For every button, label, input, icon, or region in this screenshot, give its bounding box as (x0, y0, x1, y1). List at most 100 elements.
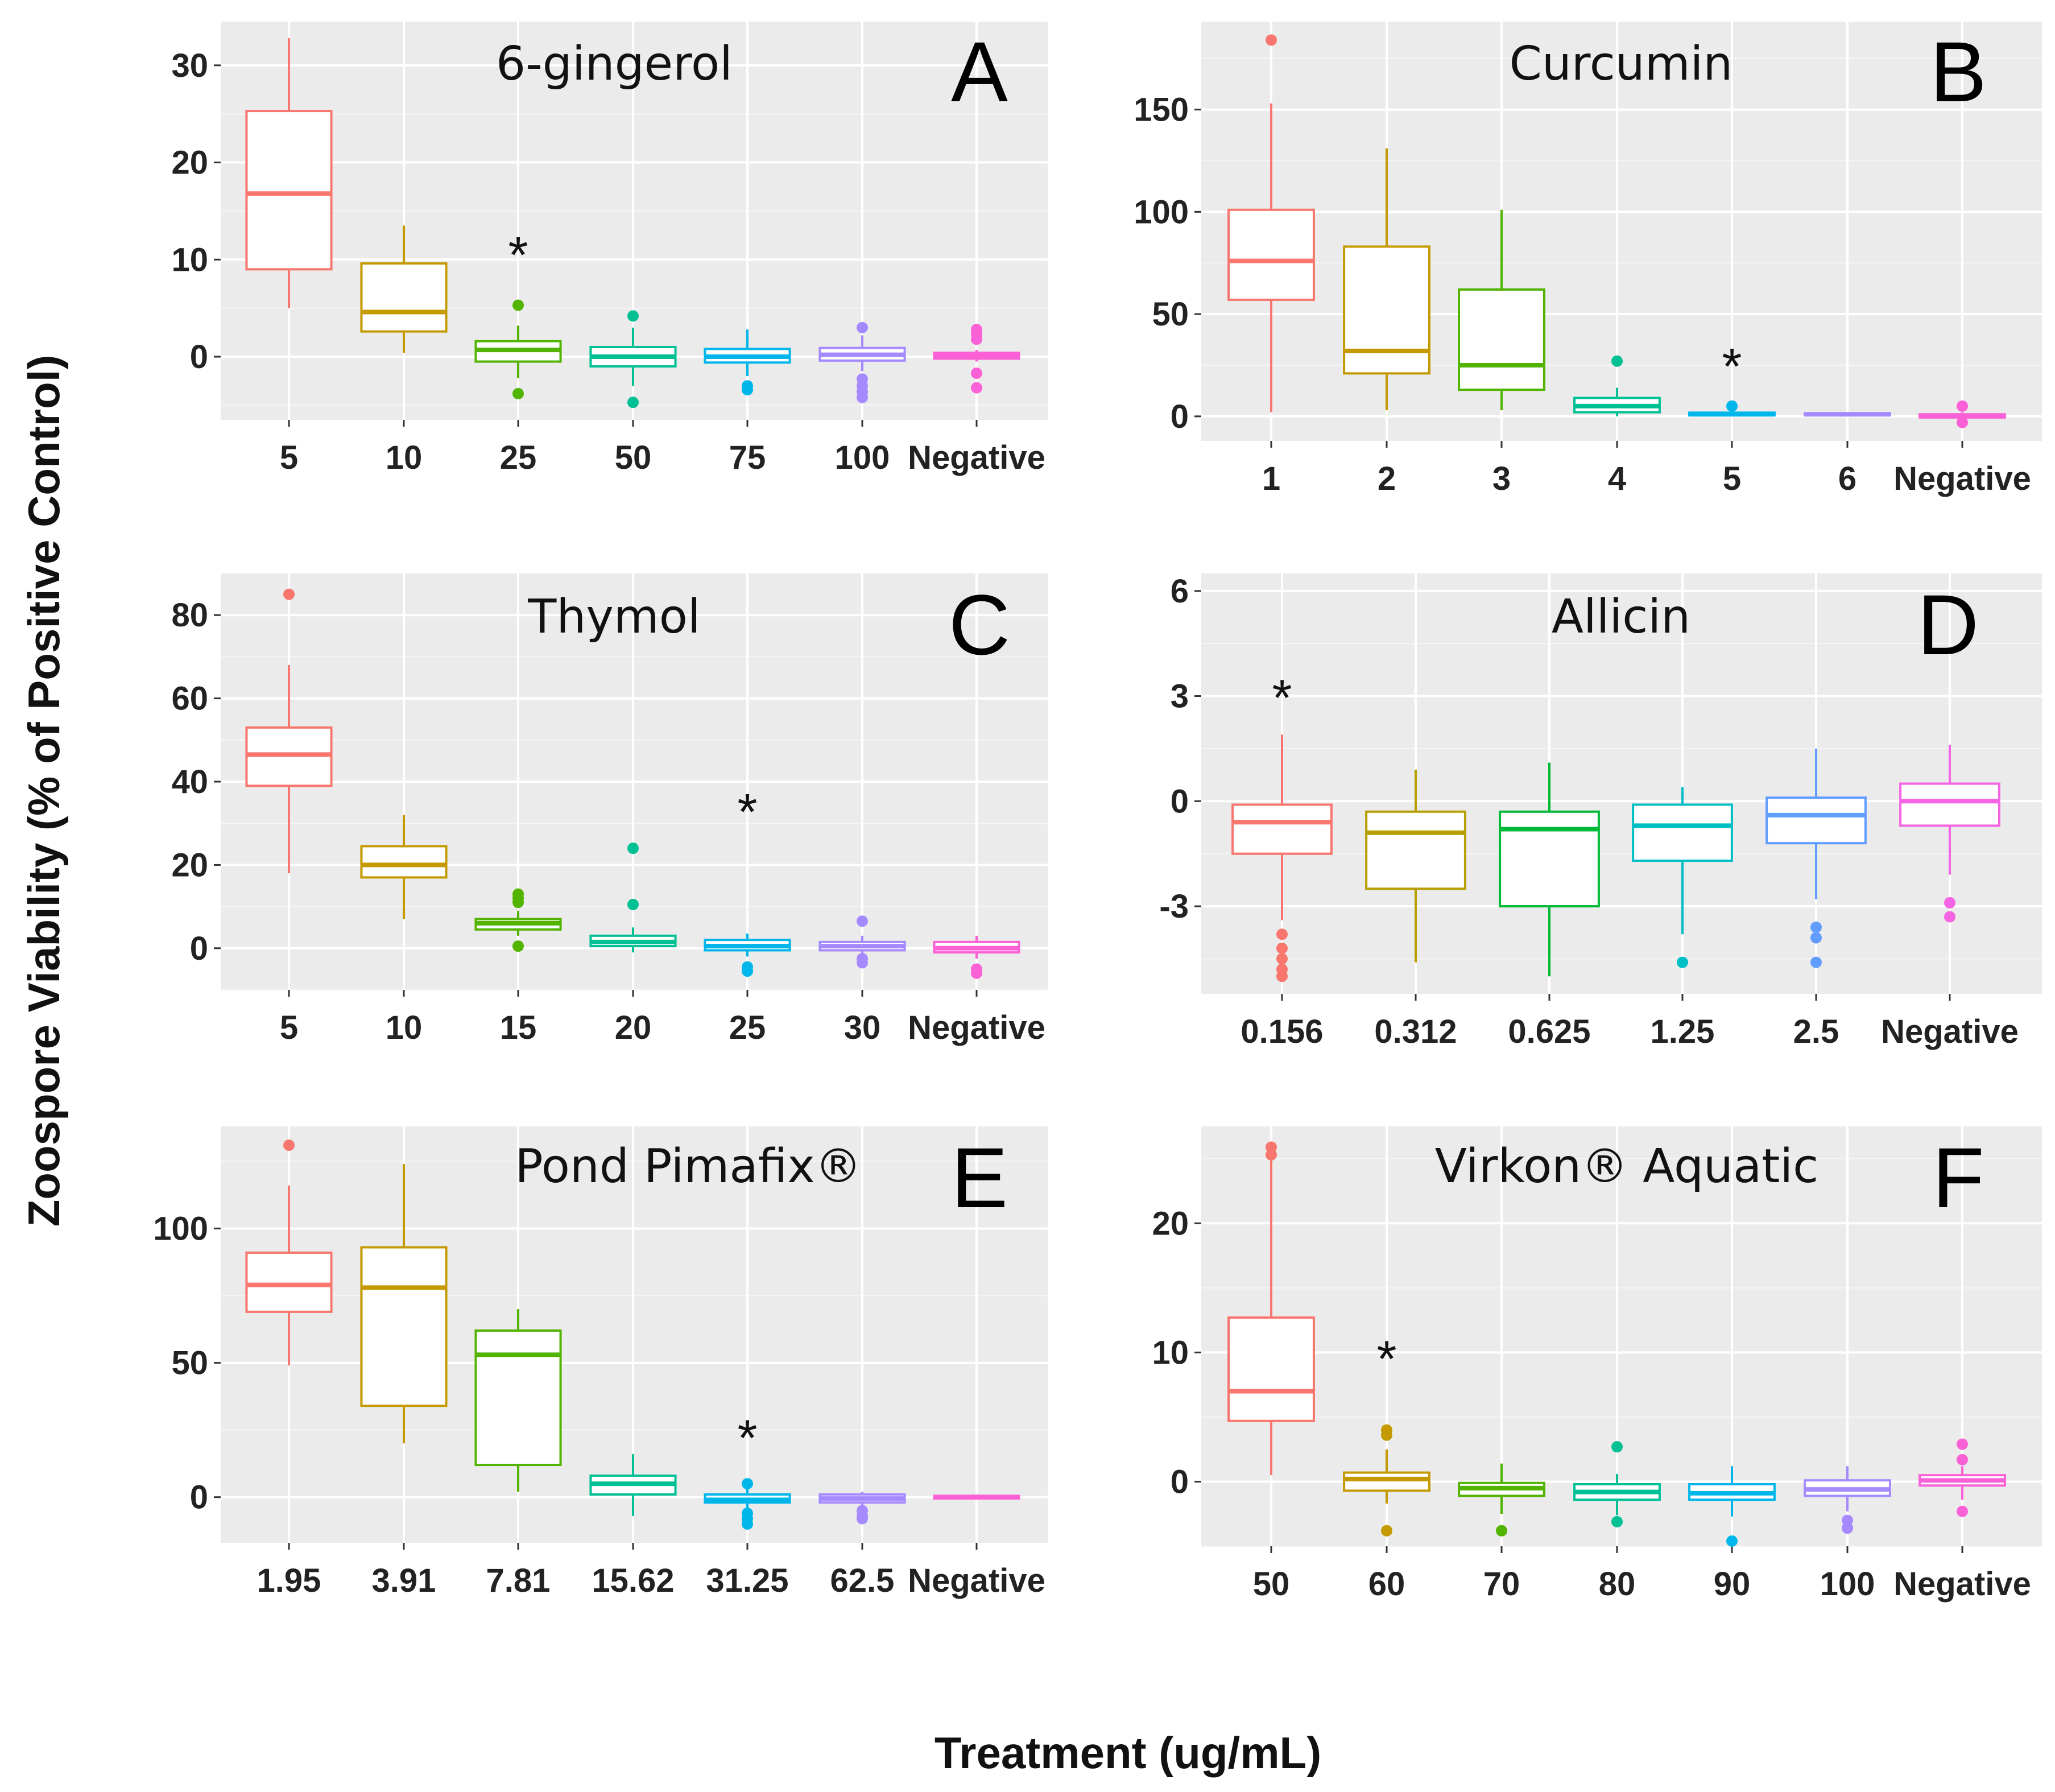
outlier-point (971, 967, 982, 979)
significance-star: * (508, 227, 528, 284)
outlier-point (1276, 942, 1288, 954)
outlier-point (1944, 897, 1955, 909)
box-2.5 (1765, 748, 1867, 968)
y-tick-label: 50 (171, 1345, 208, 1382)
box-Negative (933, 1494, 1020, 1500)
box-1.25 (1632, 787, 1733, 968)
outlier-point (1842, 1522, 1853, 1534)
panel-title: Virkon® Aquatic (1435, 1139, 1819, 1194)
x-tick-label: 15.62 (592, 1562, 674, 1599)
significance-star: * (1376, 1331, 1396, 1388)
outlier-point (742, 1478, 753, 1490)
box-body (1632, 803, 1733, 862)
box-30 (818, 915, 906, 969)
x-tick-label: 62.5 (830, 1562, 895, 1599)
outlier-point (627, 397, 639, 408)
x-tick-label: 50 (1253, 1566, 1290, 1603)
outlier-point (857, 391, 868, 403)
y-axis-label: Zoospore Viability (% of Positive Contro… (19, 355, 69, 1227)
outlier-point (1381, 1429, 1392, 1441)
outlier-point (742, 384, 753, 396)
panel-e: 0 50 100 1.95 3.91 7.81 15.62 31.25 62.5 Negative… (153, 1126, 1048, 1599)
x-tick-label: 1.95 (257, 1562, 321, 1599)
y-tick-label: 40 (171, 763, 208, 800)
box-body (1765, 796, 1867, 845)
box-62.5 (818, 1492, 906, 1525)
y-tick-label: 3 (1171, 678, 1189, 715)
box-1 (1227, 34, 1315, 412)
box-body (474, 1329, 562, 1467)
y-tick-label: -3 (1159, 888, 1189, 925)
x-tick-label: 25 (729, 1009, 766, 1046)
x-tick-label: 0.156 (1241, 1013, 1323, 1050)
y-tick-label: 20 (171, 847, 208, 883)
outlier-point (971, 333, 982, 345)
box-15.62 (589, 1454, 677, 1516)
box-7.81 (474, 1309, 562, 1492)
box-body (1227, 208, 1315, 301)
panel-letter: A (951, 24, 1008, 119)
outlier-point (857, 915, 868, 927)
x-tick-label: 50 (615, 439, 652, 476)
panel-d: -3 0 3 6 0.156 0.312 0.625 1.25 2.5 Negative * Alli… (1159, 573, 2042, 1050)
outlier-point (1944, 911, 1955, 923)
outlier-point (283, 588, 295, 600)
y-tick-label: 0 (190, 930, 208, 967)
x-tick-label: 1 (1262, 460, 1280, 497)
box-1.95 (245, 1139, 333, 1366)
significance-star: * (1272, 670, 1292, 726)
outlier-point (1381, 1525, 1392, 1537)
box-body (245, 110, 333, 271)
x-tick-label: Negative (908, 439, 1045, 476)
box-60 (1343, 1424, 1430, 1537)
y-tick-label: 100 (1134, 193, 1189, 230)
box-75 (704, 329, 791, 396)
x-axis-label: Treatment (ug/mL) (935, 1728, 1321, 1778)
x-tick-label: 10 (386, 1009, 423, 1046)
outlier-point (857, 957, 868, 969)
outlier-point (1276, 953, 1288, 965)
x-tick-label: Negative (908, 1009, 1045, 1046)
y-tick-label: 0 (1171, 398, 1189, 435)
x-tick-label: 3.91 (372, 1562, 436, 1599)
x-tick-label: Negative (1893, 460, 2031, 497)
outlier-point (971, 368, 982, 379)
outlier-point (512, 897, 524, 909)
box-body (1231, 803, 1333, 855)
panel-letter: B (1930, 24, 1987, 119)
outlier-point (1611, 355, 1623, 367)
box-2 (1343, 148, 1430, 411)
box-body (1458, 288, 1545, 391)
box-31.25 (704, 1478, 791, 1530)
box-5 (245, 588, 333, 874)
x-tick-label: Negative (1881, 1013, 2019, 1050)
box-5 (245, 38, 333, 308)
panel-title: Thymol (527, 590, 700, 644)
x-tick-label: 5 (1723, 460, 1741, 497)
y-tick-label: 60 (171, 680, 208, 717)
box-50 (1227, 1141, 1315, 1476)
outlier-point (971, 382, 982, 394)
x-tick-label: 20 (615, 1009, 652, 1046)
x-tick-label: 100 (1820, 1566, 1875, 1603)
box-body (1343, 245, 1430, 375)
box-0.625 (1499, 762, 1600, 977)
panel-background (1201, 1126, 2042, 1546)
significance-star: * (737, 1410, 757, 1467)
outlier-point (1611, 1441, 1623, 1453)
y-tick-label: 0 (1171, 783, 1189, 820)
outlier-point (1496, 1525, 1507, 1537)
outlier-point (1611, 1516, 1623, 1527)
box-3 (1458, 209, 1545, 411)
panel-title: Pond Pimafix® (515, 1139, 862, 1194)
outlier-point (742, 1518, 753, 1530)
outlier-point (283, 1139, 295, 1151)
outlier-point (742, 965, 753, 977)
box-4 (1573, 355, 1661, 416)
outlier-point (1810, 921, 1822, 933)
box-body (1899, 782, 2000, 827)
significance-star: * (1722, 338, 1742, 395)
box-90 (1688, 1466, 1776, 1547)
box-70 (1458, 1463, 1545, 1537)
box-10 (360, 225, 448, 353)
